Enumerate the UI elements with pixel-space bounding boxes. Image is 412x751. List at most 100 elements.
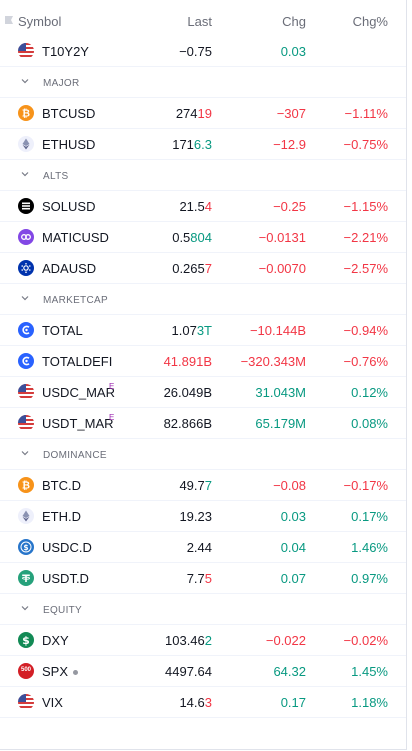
last-price-main: 19.23 xyxy=(179,509,212,524)
change-percent: −0.17% xyxy=(343,478,388,493)
watchlist-row-dxy[interactable]: $ DXY 103.462 −0.022 −0.02% xyxy=(0,625,406,656)
last-price-main: 26.049B xyxy=(163,385,212,400)
watchlist-row-adausd[interactable]: ADAUSD 0.2657 −0.0070 −2.57% xyxy=(0,253,406,284)
last-price-main: 274 xyxy=(175,106,198,121)
change-value: −0.25 xyxy=(273,199,306,214)
change-value: 0.03 xyxy=(280,44,306,59)
bitcoin-icon: ₿ xyxy=(18,105,34,121)
symbol-name: TOTAL xyxy=(42,323,83,338)
symbol-name: TOTALDEFI xyxy=(42,354,113,369)
section-label: ALTS xyxy=(43,171,69,182)
section-header-dominance[interactable]: DOMINANCE xyxy=(0,439,406,470)
last-price: 14.63 xyxy=(179,695,212,710)
change-value: −307 xyxy=(276,106,306,121)
change-percent: 0.12% xyxy=(351,385,388,400)
change-value: 65.179M xyxy=(255,416,306,431)
last-price: 26.049B xyxy=(164,385,212,400)
svg-text:₿: ₿ xyxy=(22,480,30,492)
last-price: −0.75 xyxy=(179,44,212,59)
change-value: 0.03 xyxy=(280,509,306,524)
change-percent: 0.08% xyxy=(351,416,388,431)
watchlist-row-ethusd[interactable]: ETHUSD 1716.3 −12.9 −0.75% xyxy=(0,129,406,160)
change-percent: 1.18% xyxy=(351,695,388,710)
last-price-tick: 4 xyxy=(204,199,212,214)
watchlist-row-maticusd[interactable]: MATICUSD 0.5804 −0.0131 −2.21% xyxy=(0,222,406,253)
watchlist-row-totaldefi[interactable]: TOTALDEFI 41.891B −320.343M −0.76% xyxy=(0,346,406,377)
symbol-name: VIX xyxy=(42,695,63,710)
change-value: 0.07 xyxy=(280,571,306,586)
svg-text:$: $ xyxy=(22,634,30,647)
chevron-down-icon[interactable] xyxy=(20,448,30,458)
section-header-major[interactable]: MAJOR xyxy=(0,67,406,98)
flag-icon[interactable] xyxy=(4,15,14,25)
last-price-tick: 5 xyxy=(204,571,212,586)
chevron-down-icon[interactable] xyxy=(20,293,30,303)
column-chg-pct[interactable]: Chg% xyxy=(352,14,388,29)
last-price-tick: 19 xyxy=(197,106,212,121)
symbol-name: BTCUSD xyxy=(42,106,96,121)
symbol-name: USDC_MAR xyxy=(42,385,115,400)
last-price-tick: 7 xyxy=(204,478,212,493)
watchlist-row-btc-d[interactable]: ₿ BTC.D 49.77 −0.08 −0.17% xyxy=(0,470,406,501)
watchlist-row-usdc-d[interactable]: $ USDC.D 2.44 0.04 1.46% xyxy=(0,532,406,563)
watchlist-row-total[interactable]: TOTAL 1.073T −10.144B −0.94% xyxy=(0,315,406,346)
polygon-icon xyxy=(18,229,34,245)
change-value: 64.32 xyxy=(273,664,306,679)
last-price: 19.23 xyxy=(179,509,212,524)
section-header-equity[interactable]: EQUITY xyxy=(0,594,406,625)
watchlist-row-usdt-mar[interactable]: USDT_MAR E 82.866B 65.179M 0.08% xyxy=(0,408,406,439)
symbol-name: USDT.D xyxy=(42,571,89,586)
watchlist-row-t10y2y[interactable]: T10Y2Y −0.75 0.03 xyxy=(0,36,406,67)
chevron-down-icon[interactable] xyxy=(20,169,30,179)
change-percent: −0.02% xyxy=(343,633,388,648)
symbol-name: BTC.D xyxy=(42,478,81,493)
cardano-icon xyxy=(18,260,34,276)
section-header-alts[interactable]: ALTS xyxy=(0,160,406,191)
symbol-cell: VIX xyxy=(42,695,124,710)
column-last[interactable]: Last xyxy=(187,14,212,29)
last-price-main: 171 xyxy=(172,137,194,152)
watchlist-header: Symbol Last Chg Chg% xyxy=(0,6,406,36)
symbol-cell: TOTAL xyxy=(42,323,124,338)
section-header-marketcap[interactable]: MARKETCAP xyxy=(0,284,406,315)
watchlist-row-vix[interactable]: VIX 14.63 0.17 1.18% xyxy=(0,687,406,718)
last-price: 41.891B xyxy=(164,354,212,369)
symbol-name: USDT_MAR xyxy=(42,416,114,431)
change-value: −10.144B xyxy=(249,323,306,338)
exchange-badge: E xyxy=(109,382,115,391)
chevron-down-icon[interactable] xyxy=(20,76,30,86)
last-price: 0.2657 xyxy=(172,261,212,276)
change-percent: −2.57% xyxy=(343,261,388,276)
symbol-cell: T10Y2Y xyxy=(42,44,124,59)
usdc-icon: $ xyxy=(18,539,34,555)
section-label: EQUITY xyxy=(43,605,83,616)
chevron-down-icon[interactable] xyxy=(20,603,30,613)
last-price-tick: 3 xyxy=(204,695,212,710)
last-price: 7.75 xyxy=(187,571,212,586)
last-price: 0.5804 xyxy=(172,230,212,245)
watchlist-row-btcusd[interactable]: ₿ BTCUSD 27419 −307 −1.11% xyxy=(0,98,406,129)
change-percent: −0.75% xyxy=(343,137,388,152)
symbol-name: ETH.D xyxy=(42,509,81,524)
last-price-main: 0.265 xyxy=(172,261,205,276)
change-value: 0.17 xyxy=(280,695,306,710)
column-chg[interactable]: Chg xyxy=(282,14,306,29)
watchlist-row-solusd[interactable]: SOLUSD 21.54 −0.25 −1.15% xyxy=(0,191,406,222)
change-percent: 0.97% xyxy=(351,571,388,586)
watchlist-row-usdt-d[interactable]: USDT.D 7.75 0.07 0.97% xyxy=(0,563,406,594)
last-price-main: 1.07 xyxy=(171,323,197,338)
last-price-main: 49.7 xyxy=(179,478,205,493)
column-symbol[interactable]: Symbol xyxy=(18,14,62,29)
symbol-cell: USDT_MAR xyxy=(42,416,124,431)
watchlist-row-usdc-mar[interactable]: USDC_MAR E 26.049B 31.043M 0.12% xyxy=(0,377,406,408)
change-percent: −2.21% xyxy=(343,230,388,245)
last-price: 103.462 xyxy=(165,633,212,648)
symbol-cell: MATICUSD xyxy=(42,230,124,245)
change-percent: −1.11% xyxy=(344,106,389,121)
symbol-name: MATICUSD xyxy=(42,230,109,245)
watchlist-row-eth-d[interactable]: ETH.D 19.23 0.03 0.17% xyxy=(0,501,406,532)
watchlist-row-spx[interactable]: 500 SPX 4497.64 64.32 1.45% xyxy=(0,656,406,687)
solana-icon xyxy=(18,198,34,214)
last-price-tick: 804 xyxy=(190,230,212,245)
